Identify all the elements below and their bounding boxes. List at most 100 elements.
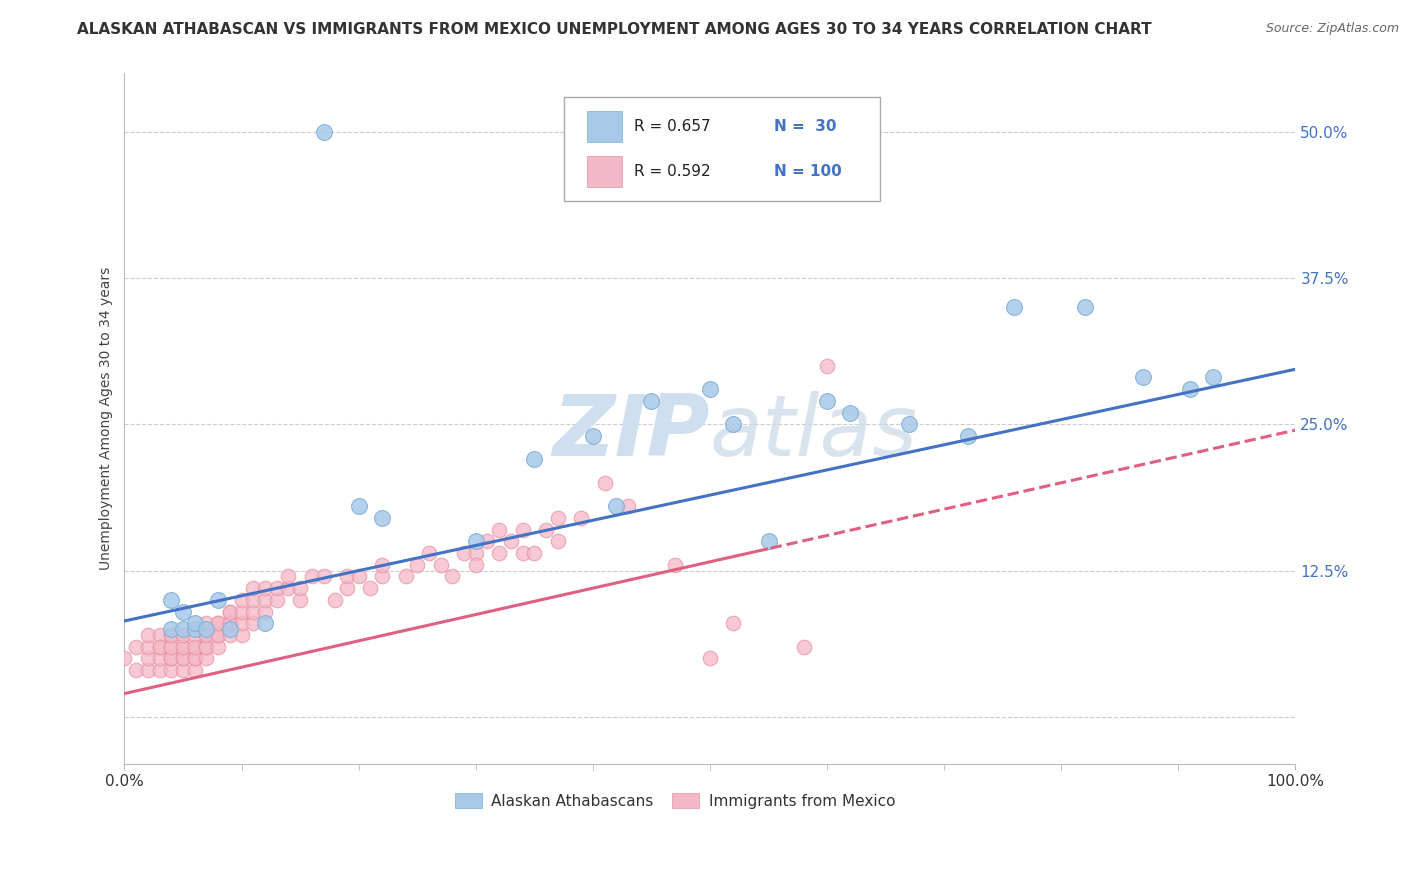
Point xyxy=(242,605,264,619)
Point xyxy=(253,581,276,595)
Point xyxy=(956,429,979,443)
Point xyxy=(242,616,264,631)
Point xyxy=(488,546,510,560)
Point xyxy=(464,534,486,549)
Point xyxy=(218,622,240,636)
Point xyxy=(160,628,183,642)
Point xyxy=(207,628,229,642)
Point xyxy=(160,622,183,636)
Point xyxy=(136,628,159,642)
Point xyxy=(242,581,264,595)
Point xyxy=(195,640,218,654)
Point xyxy=(218,616,240,631)
Point xyxy=(277,569,299,583)
Y-axis label: Unemployment Among Ages 30 to 34 years: Unemployment Among Ages 30 to 34 years xyxy=(100,267,114,570)
Point xyxy=(172,628,194,642)
Point xyxy=(136,640,159,654)
Point xyxy=(336,569,359,583)
Legend: Alaskan Athabascans, Immigrants from Mexico: Alaskan Athabascans, Immigrants from Mex… xyxy=(449,787,901,815)
Point xyxy=(149,640,172,654)
Point xyxy=(183,616,205,631)
Point xyxy=(253,605,276,619)
Point xyxy=(664,558,686,572)
Point xyxy=(172,628,194,642)
Point xyxy=(371,511,394,525)
Point xyxy=(172,640,194,654)
Point xyxy=(125,663,148,677)
Point xyxy=(1202,370,1225,384)
Point xyxy=(582,429,605,443)
Point xyxy=(207,593,229,607)
Point xyxy=(136,651,159,665)
Point xyxy=(453,546,475,560)
Point xyxy=(605,500,627,514)
Text: R = 0.592: R = 0.592 xyxy=(634,164,710,179)
Point xyxy=(359,581,381,595)
Point xyxy=(288,581,311,595)
Point xyxy=(172,651,194,665)
Point xyxy=(195,622,218,636)
Point xyxy=(512,546,534,560)
Point xyxy=(218,628,240,642)
Point xyxy=(1002,300,1025,314)
Point xyxy=(347,569,370,583)
Point xyxy=(172,663,194,677)
Point xyxy=(160,640,183,654)
Point xyxy=(149,640,172,654)
Point xyxy=(253,593,276,607)
Point xyxy=(569,511,592,525)
Point xyxy=(371,558,394,572)
Point xyxy=(231,616,253,631)
Point xyxy=(523,452,546,467)
Point xyxy=(231,628,253,642)
Point xyxy=(699,651,721,665)
Point xyxy=(347,500,370,514)
Point xyxy=(617,500,640,514)
Point xyxy=(1178,382,1201,396)
Point xyxy=(149,663,172,677)
Text: ALASKAN ATHABASCAN VS IMMIGRANTS FROM MEXICO UNEMPLOYMENT AMONG AGES 30 TO 34 YE: ALASKAN ATHABASCAN VS IMMIGRANTS FROM ME… xyxy=(77,22,1152,37)
Point xyxy=(183,628,205,642)
Point xyxy=(547,534,569,549)
Point xyxy=(277,581,299,595)
Point xyxy=(218,605,240,619)
Point xyxy=(172,605,194,619)
Point xyxy=(172,640,194,654)
Point xyxy=(125,640,148,654)
Point xyxy=(815,393,838,408)
Point xyxy=(418,546,440,560)
Point xyxy=(242,593,264,607)
Point xyxy=(195,640,218,654)
Point xyxy=(160,651,183,665)
Point xyxy=(488,523,510,537)
Point xyxy=(160,628,183,642)
Point xyxy=(371,569,394,583)
Point xyxy=(336,581,359,595)
Point xyxy=(266,593,288,607)
Point xyxy=(758,534,780,549)
Point xyxy=(699,382,721,396)
Point xyxy=(160,663,183,677)
FancyBboxPatch shape xyxy=(588,156,621,187)
Point xyxy=(114,651,136,665)
Point xyxy=(149,628,172,642)
Point xyxy=(394,569,416,583)
Point xyxy=(323,593,346,607)
Point xyxy=(218,616,240,631)
Point xyxy=(429,558,451,572)
Point xyxy=(266,581,288,595)
Point xyxy=(231,605,253,619)
Point xyxy=(593,475,616,490)
Point xyxy=(1132,370,1154,384)
Point xyxy=(253,616,276,631)
FancyBboxPatch shape xyxy=(564,97,880,201)
Point xyxy=(195,628,218,642)
Point xyxy=(1073,300,1095,314)
Point xyxy=(815,359,838,373)
Point xyxy=(406,558,429,572)
Point xyxy=(288,593,311,607)
Point xyxy=(441,569,464,583)
Point xyxy=(301,569,323,583)
Point xyxy=(195,616,218,631)
Point xyxy=(640,393,662,408)
